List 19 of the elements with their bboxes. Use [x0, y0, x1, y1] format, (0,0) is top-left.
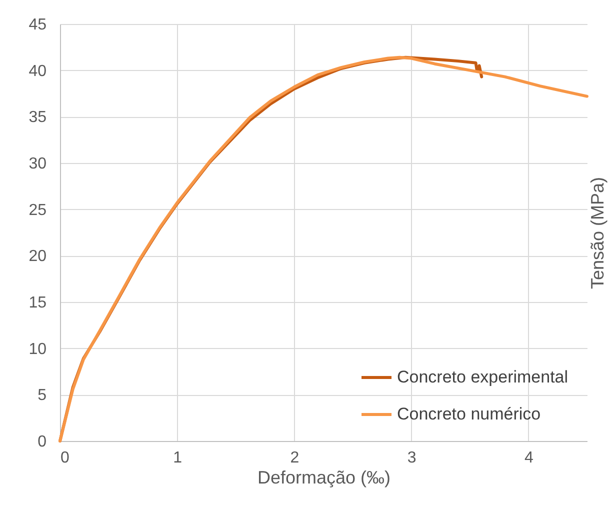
y-tick-label: 15	[28, 294, 47, 312]
legend-label: Concreto numérico	[397, 404, 541, 424]
y-tick-label: 20	[28, 248, 47, 266]
y-tick-label: 35	[28, 109, 47, 126]
y-tick-label: 0	[38, 434, 47, 450]
y-tick-label: 30	[28, 156, 47, 172]
y-tick-label: 5	[38, 387, 47, 404]
x-tick-label: 4	[524, 450, 534, 466]
y-tick-label: 25	[28, 202, 47, 219]
y-tick-label: 45	[28, 16, 47, 34]
x-tick-label: 1	[173, 450, 182, 466]
x-axis-title: Deformação (‰)	[257, 468, 391, 488]
x-tick-label: 0	[60, 450, 70, 466]
y-tick-label: 40	[28, 62, 47, 80]
y-tick-label: 10	[28, 340, 47, 358]
x-tick-label: 2	[290, 450, 300, 466]
x-tick-label: 3	[407, 450, 416, 466]
legend-label: Concreto experimental	[397, 368, 568, 386]
y-axis-title: Tensão (MPa)	[588, 176, 608, 290]
